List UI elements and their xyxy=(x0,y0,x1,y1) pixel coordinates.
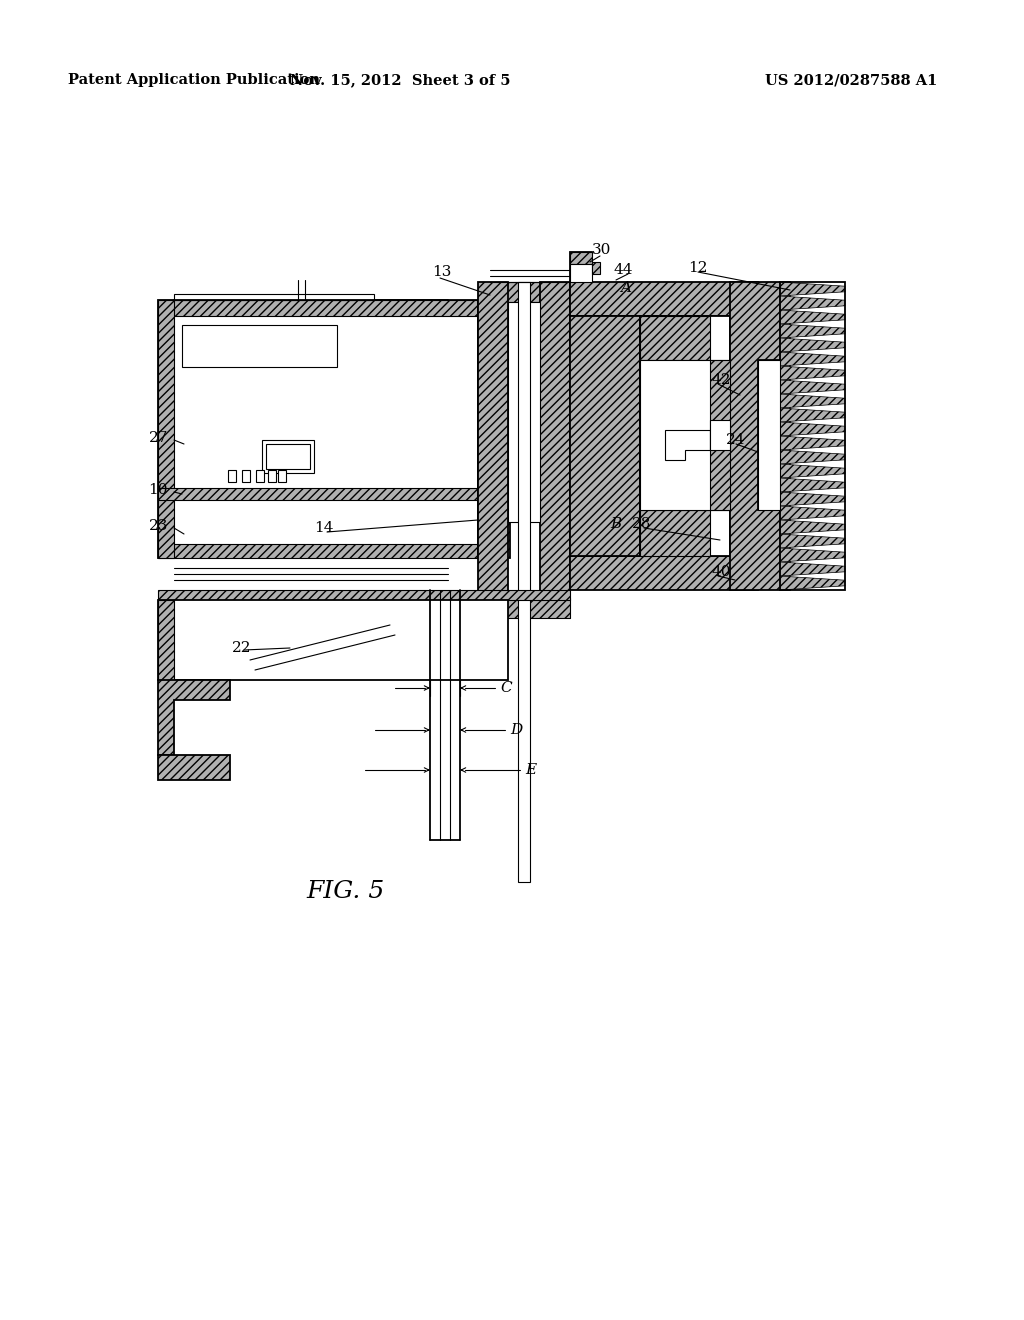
Bar xyxy=(278,470,286,482)
Text: 44: 44 xyxy=(614,263,634,277)
Polygon shape xyxy=(570,315,640,556)
Bar xyxy=(266,444,310,469)
Polygon shape xyxy=(570,252,592,264)
Polygon shape xyxy=(780,450,845,465)
Bar xyxy=(758,360,780,510)
Polygon shape xyxy=(780,506,845,520)
Bar xyxy=(570,252,592,282)
Polygon shape xyxy=(780,535,845,548)
Text: D: D xyxy=(510,723,522,737)
Polygon shape xyxy=(640,315,710,360)
Polygon shape xyxy=(780,492,845,506)
Bar xyxy=(758,389,780,470)
Circle shape xyxy=(193,380,268,455)
Bar xyxy=(640,315,730,556)
Polygon shape xyxy=(478,282,508,618)
Text: B: B xyxy=(610,517,622,531)
Polygon shape xyxy=(780,576,845,590)
Polygon shape xyxy=(780,436,845,450)
Text: 27: 27 xyxy=(148,432,168,445)
Bar xyxy=(268,470,276,482)
Polygon shape xyxy=(780,380,845,393)
Polygon shape xyxy=(158,300,174,558)
Polygon shape xyxy=(640,510,710,556)
Polygon shape xyxy=(780,393,845,408)
Bar xyxy=(242,470,250,482)
Text: 13: 13 xyxy=(432,265,452,279)
Polygon shape xyxy=(780,478,845,492)
Text: 10: 10 xyxy=(148,483,168,498)
Polygon shape xyxy=(158,590,570,601)
Bar xyxy=(570,264,592,282)
Bar xyxy=(262,440,314,473)
Bar xyxy=(182,325,337,367)
Polygon shape xyxy=(540,282,570,618)
Text: Patent Application Publication: Patent Application Publication xyxy=(68,73,319,87)
Polygon shape xyxy=(780,352,845,366)
Text: 40: 40 xyxy=(712,565,731,579)
Polygon shape xyxy=(780,338,845,352)
Text: FIG. 5: FIG. 5 xyxy=(306,880,384,903)
Polygon shape xyxy=(665,430,710,459)
Bar xyxy=(508,302,540,521)
Text: 24: 24 xyxy=(726,433,745,447)
Polygon shape xyxy=(780,422,845,436)
Bar xyxy=(518,282,530,882)
Polygon shape xyxy=(780,548,845,562)
Polygon shape xyxy=(158,680,230,755)
Polygon shape xyxy=(780,408,845,422)
Polygon shape xyxy=(158,601,174,680)
Bar xyxy=(174,294,374,300)
Polygon shape xyxy=(780,366,845,380)
Text: 28: 28 xyxy=(632,517,651,531)
Text: 12: 12 xyxy=(688,261,708,275)
Bar xyxy=(780,282,845,590)
Polygon shape xyxy=(780,310,845,323)
Text: C: C xyxy=(500,681,512,696)
Polygon shape xyxy=(158,300,478,315)
Text: US 2012/0287588 A1: US 2012/0287588 A1 xyxy=(765,73,937,87)
Polygon shape xyxy=(158,488,478,500)
Polygon shape xyxy=(780,282,845,296)
Bar xyxy=(158,300,478,558)
Bar xyxy=(478,300,510,558)
Circle shape xyxy=(209,405,236,432)
Polygon shape xyxy=(478,282,570,302)
Bar xyxy=(640,360,730,510)
Text: A: A xyxy=(620,281,631,294)
Text: E: E xyxy=(525,763,537,777)
Text: 42: 42 xyxy=(712,374,731,387)
Polygon shape xyxy=(780,296,845,310)
Text: 22: 22 xyxy=(232,642,252,655)
Text: 23: 23 xyxy=(148,519,168,533)
Bar xyxy=(710,420,730,450)
Polygon shape xyxy=(570,556,758,590)
Bar xyxy=(256,470,264,482)
Polygon shape xyxy=(570,282,758,315)
Text: 30: 30 xyxy=(592,243,611,257)
Text: 14: 14 xyxy=(314,521,334,535)
Polygon shape xyxy=(780,465,845,478)
Bar xyxy=(228,470,236,482)
Text: Nov. 15, 2012  Sheet 3 of 5: Nov. 15, 2012 Sheet 3 of 5 xyxy=(290,73,510,87)
Polygon shape xyxy=(710,360,730,510)
Polygon shape xyxy=(780,520,845,535)
Bar xyxy=(158,601,508,680)
Polygon shape xyxy=(158,544,478,558)
Polygon shape xyxy=(592,261,600,275)
Polygon shape xyxy=(780,562,845,576)
Polygon shape xyxy=(478,598,570,618)
Polygon shape xyxy=(730,282,790,590)
Polygon shape xyxy=(158,755,230,780)
FancyBboxPatch shape xyxy=(179,322,340,370)
Circle shape xyxy=(209,397,251,438)
Polygon shape xyxy=(758,360,780,510)
Polygon shape xyxy=(780,323,845,338)
